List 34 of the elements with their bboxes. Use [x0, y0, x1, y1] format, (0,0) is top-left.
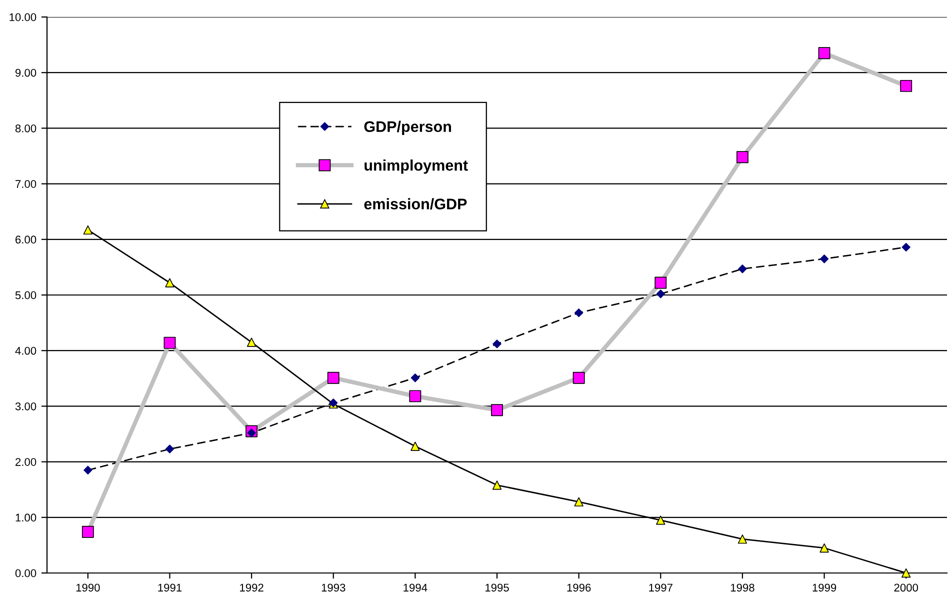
y-tick-label: 2.00: [16, 458, 36, 466]
y-tick-label: 3.00: [15, 402, 36, 410]
x-tick-label: 1999: [812, 584, 836, 592]
point: [574, 497, 584, 506]
y-tick-label: 10.00: [10, 13, 36, 22]
x-tick-label: 1998: [730, 584, 754, 592]
legend-label: emission/GDP: [364, 198, 467, 210]
x-tick-label: 1993: [322, 584, 346, 592]
point: [656, 516, 666, 525]
y-tick-label: 7.00: [16, 180, 36, 188]
legend-label: GDP/person: [364, 120, 452, 136]
point: [738, 534, 748, 544]
y-tick-label: 1.00: [16, 514, 36, 522]
point: [165, 278, 174, 288]
x-tick-label: 1995: [485, 584, 509, 592]
y-tick-label: 9.00: [15, 68, 36, 77]
x-tick-label: 1991: [158, 584, 182, 592]
y-tick-label: 8.00: [15, 124, 36, 132]
point: [410, 442, 420, 451]
point: [492, 480, 502, 490]
y-tick-label: 4.00: [15, 346, 36, 355]
point: [820, 543, 829, 553]
point: [83, 225, 92, 235]
x-tick-label: 1997: [649, 584, 672, 592]
x-tick-label: 1990: [76, 584, 100, 592]
legend-label: unimployment: [364, 160, 468, 174]
y-tick-label: 0.00: [15, 569, 36, 578]
y-tick-label: 6.00: [16, 236, 36, 244]
x-tick-label: 1996: [567, 584, 591, 592]
x-tick-label: 1992: [240, 584, 264, 592]
x-tick-label: 2000: [894, 584, 918, 592]
point: [246, 338, 256, 347]
y-tick-label: 5.00: [15, 291, 36, 300]
x-tick-label: 1994: [404, 584, 428, 592]
